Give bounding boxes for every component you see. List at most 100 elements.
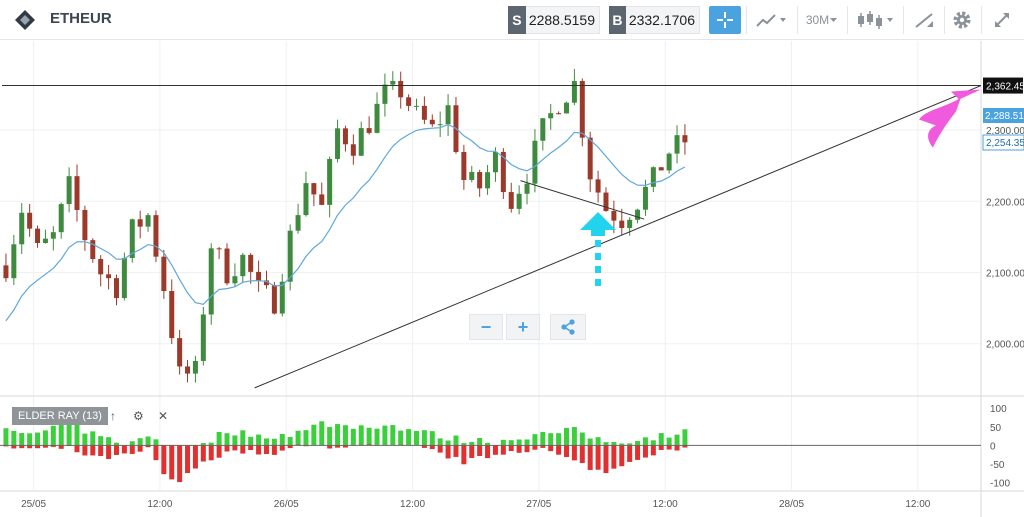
timeframe-dropdown[interactable]: 30M	[802, 6, 842, 34]
candles-button[interactable]	[853, 6, 899, 34]
bear-power-bar	[256, 445, 262, 455]
candle-bullish	[287, 230, 293, 282]
bear-power-bar	[271, 445, 277, 455]
candle-bearish	[311, 183, 317, 195]
bear-power-bar	[58, 445, 64, 449]
current-price-box	[983, 108, 1024, 123]
bear-power-bar	[564, 445, 570, 457]
candle-bullish	[532, 140, 538, 184]
elder-ray-tick-label: 50	[990, 423, 1002, 434]
price-chart[interactable]: 2,000.00 2,100.00 2,200.00 2,300.00 100 50 0 -5…	[0, 40, 1024, 517]
share-icon	[561, 319, 575, 335]
marker-price-label: 2,362.45	[986, 82, 1024, 93]
bull-power-bar	[516, 439, 522, 446]
elder-ray-tick-label: 0	[990, 441, 996, 452]
chevron-down-icon	[830, 18, 838, 22]
candle-bearish	[619, 220, 625, 228]
buy-price: 2332.1706	[628, 12, 695, 28]
bull-power-bar	[619, 443, 625, 446]
bear-power-bar	[571, 445, 577, 461]
candle-bearish	[611, 211, 617, 221]
bear-power-bar	[177, 445, 183, 483]
time-tick-label: 27/05	[526, 499, 551, 510]
bear-power-bar	[19, 445, 25, 449]
bull-power-bar	[42, 430, 48, 446]
time-tick-label: 28/05	[779, 499, 804, 510]
bull-power-bar	[106, 437, 112, 446]
candle-bearish	[256, 271, 262, 281]
bull-power-bar	[603, 442, 609, 446]
indicator-close-button[interactable]: ✕	[158, 409, 169, 423]
candle-bullish	[666, 153, 672, 171]
sell-tag: S	[508, 5, 526, 34]
candle-bullish	[58, 204, 64, 233]
candle-bearish	[342, 128, 348, 145]
bear-power-bar	[642, 445, 648, 458]
bull-power-bar	[311, 424, 317, 446]
bear-power-bar	[50, 445, 56, 447]
candle-bullish	[413, 105, 419, 107]
buy-tag: B	[609, 5, 626, 34]
bull-power-bar	[579, 432, 585, 446]
chart-type-button[interactable]	[752, 6, 792, 34]
candle-bullish	[42, 238, 48, 243]
candle-bullish	[232, 276, 238, 284]
candle-bullish	[437, 124, 443, 126]
indicator-move-up-button[interactable]: ↑	[110, 409, 116, 423]
bull-power-bar	[295, 430, 301, 446]
bear-power-bar	[587, 445, 593, 470]
bull-power-bar	[98, 436, 104, 446]
candles-icon	[858, 11, 893, 29]
candle-bearish	[579, 81, 585, 138]
fullscreen-icon	[995, 13, 1009, 27]
bear-power-bar	[200, 445, 206, 462]
candle-bullish	[279, 281, 285, 314]
candle-bullish	[335, 128, 341, 159]
zoom-out-button[interactable]: −	[469, 314, 503, 340]
candle-bullish	[516, 193, 522, 209]
logo-icon	[15, 10, 35, 30]
candle-bearish	[587, 137, 593, 180]
bear-power-bar	[492, 445, 498, 455]
bull-power-bar	[66, 423, 72, 446]
candle-bearish	[429, 119, 435, 125]
bear-power-bar	[469, 445, 475, 458]
pointer-arrow-head	[951, 89, 981, 100]
crosshair-button[interactable]	[709, 6, 741, 34]
bull-power-bar	[429, 431, 435, 446]
draw-tool-button[interactable]	[908, 6, 940, 34]
candle-bullish	[66, 176, 72, 205]
candle-bearish	[271, 285, 277, 314]
sell-price-button[interactable]: S 2288.5159	[508, 5, 600, 34]
share-button[interactable]	[550, 314, 586, 340]
bull-power-bar	[398, 430, 404, 446]
candle-bearish	[224, 248, 230, 284]
bear-power-bar	[129, 445, 135, 454]
candle-bearish	[35, 228, 41, 243]
candle-bearish	[113, 278, 119, 299]
up-arrow-head	[580, 211, 617, 236]
fullscreen-button[interactable]	[988, 6, 1016, 34]
bull-power-bar	[674, 434, 680, 446]
bull-power-bar	[327, 426, 333, 446]
candle-bearish	[106, 274, 112, 279]
bull-power-bar	[524, 439, 530, 446]
buy-price-button[interactable]: B 2332.1706	[609, 5, 700, 34]
settings-button[interactable]	[948, 6, 976, 34]
bull-power-bar	[587, 438, 593, 446]
candle-bullish	[374, 103, 380, 133]
bear-power-bar	[106, 445, 112, 459]
indicator-settings-button[interactable]: ⚙	[133, 409, 144, 423]
bear-power-bar	[658, 445, 664, 450]
candle-bearish	[508, 192, 514, 209]
bull-power-bar	[556, 433, 562, 446]
elder-ray-label: ELDER RAY (13)	[12, 407, 108, 425]
zoom-in-button[interactable]: +	[506, 314, 540, 340]
bear-power-bar	[3, 445, 9, 447]
crosshair-icon	[717, 12, 733, 28]
time-tick-label: 26/05	[274, 499, 299, 510]
bull-power-bar	[335, 424, 341, 446]
sell-price: 2288.5159	[528, 12, 595, 28]
bull-power-bar	[358, 425, 364, 446]
elder-ray-tick-label: 100	[990, 404, 1007, 415]
